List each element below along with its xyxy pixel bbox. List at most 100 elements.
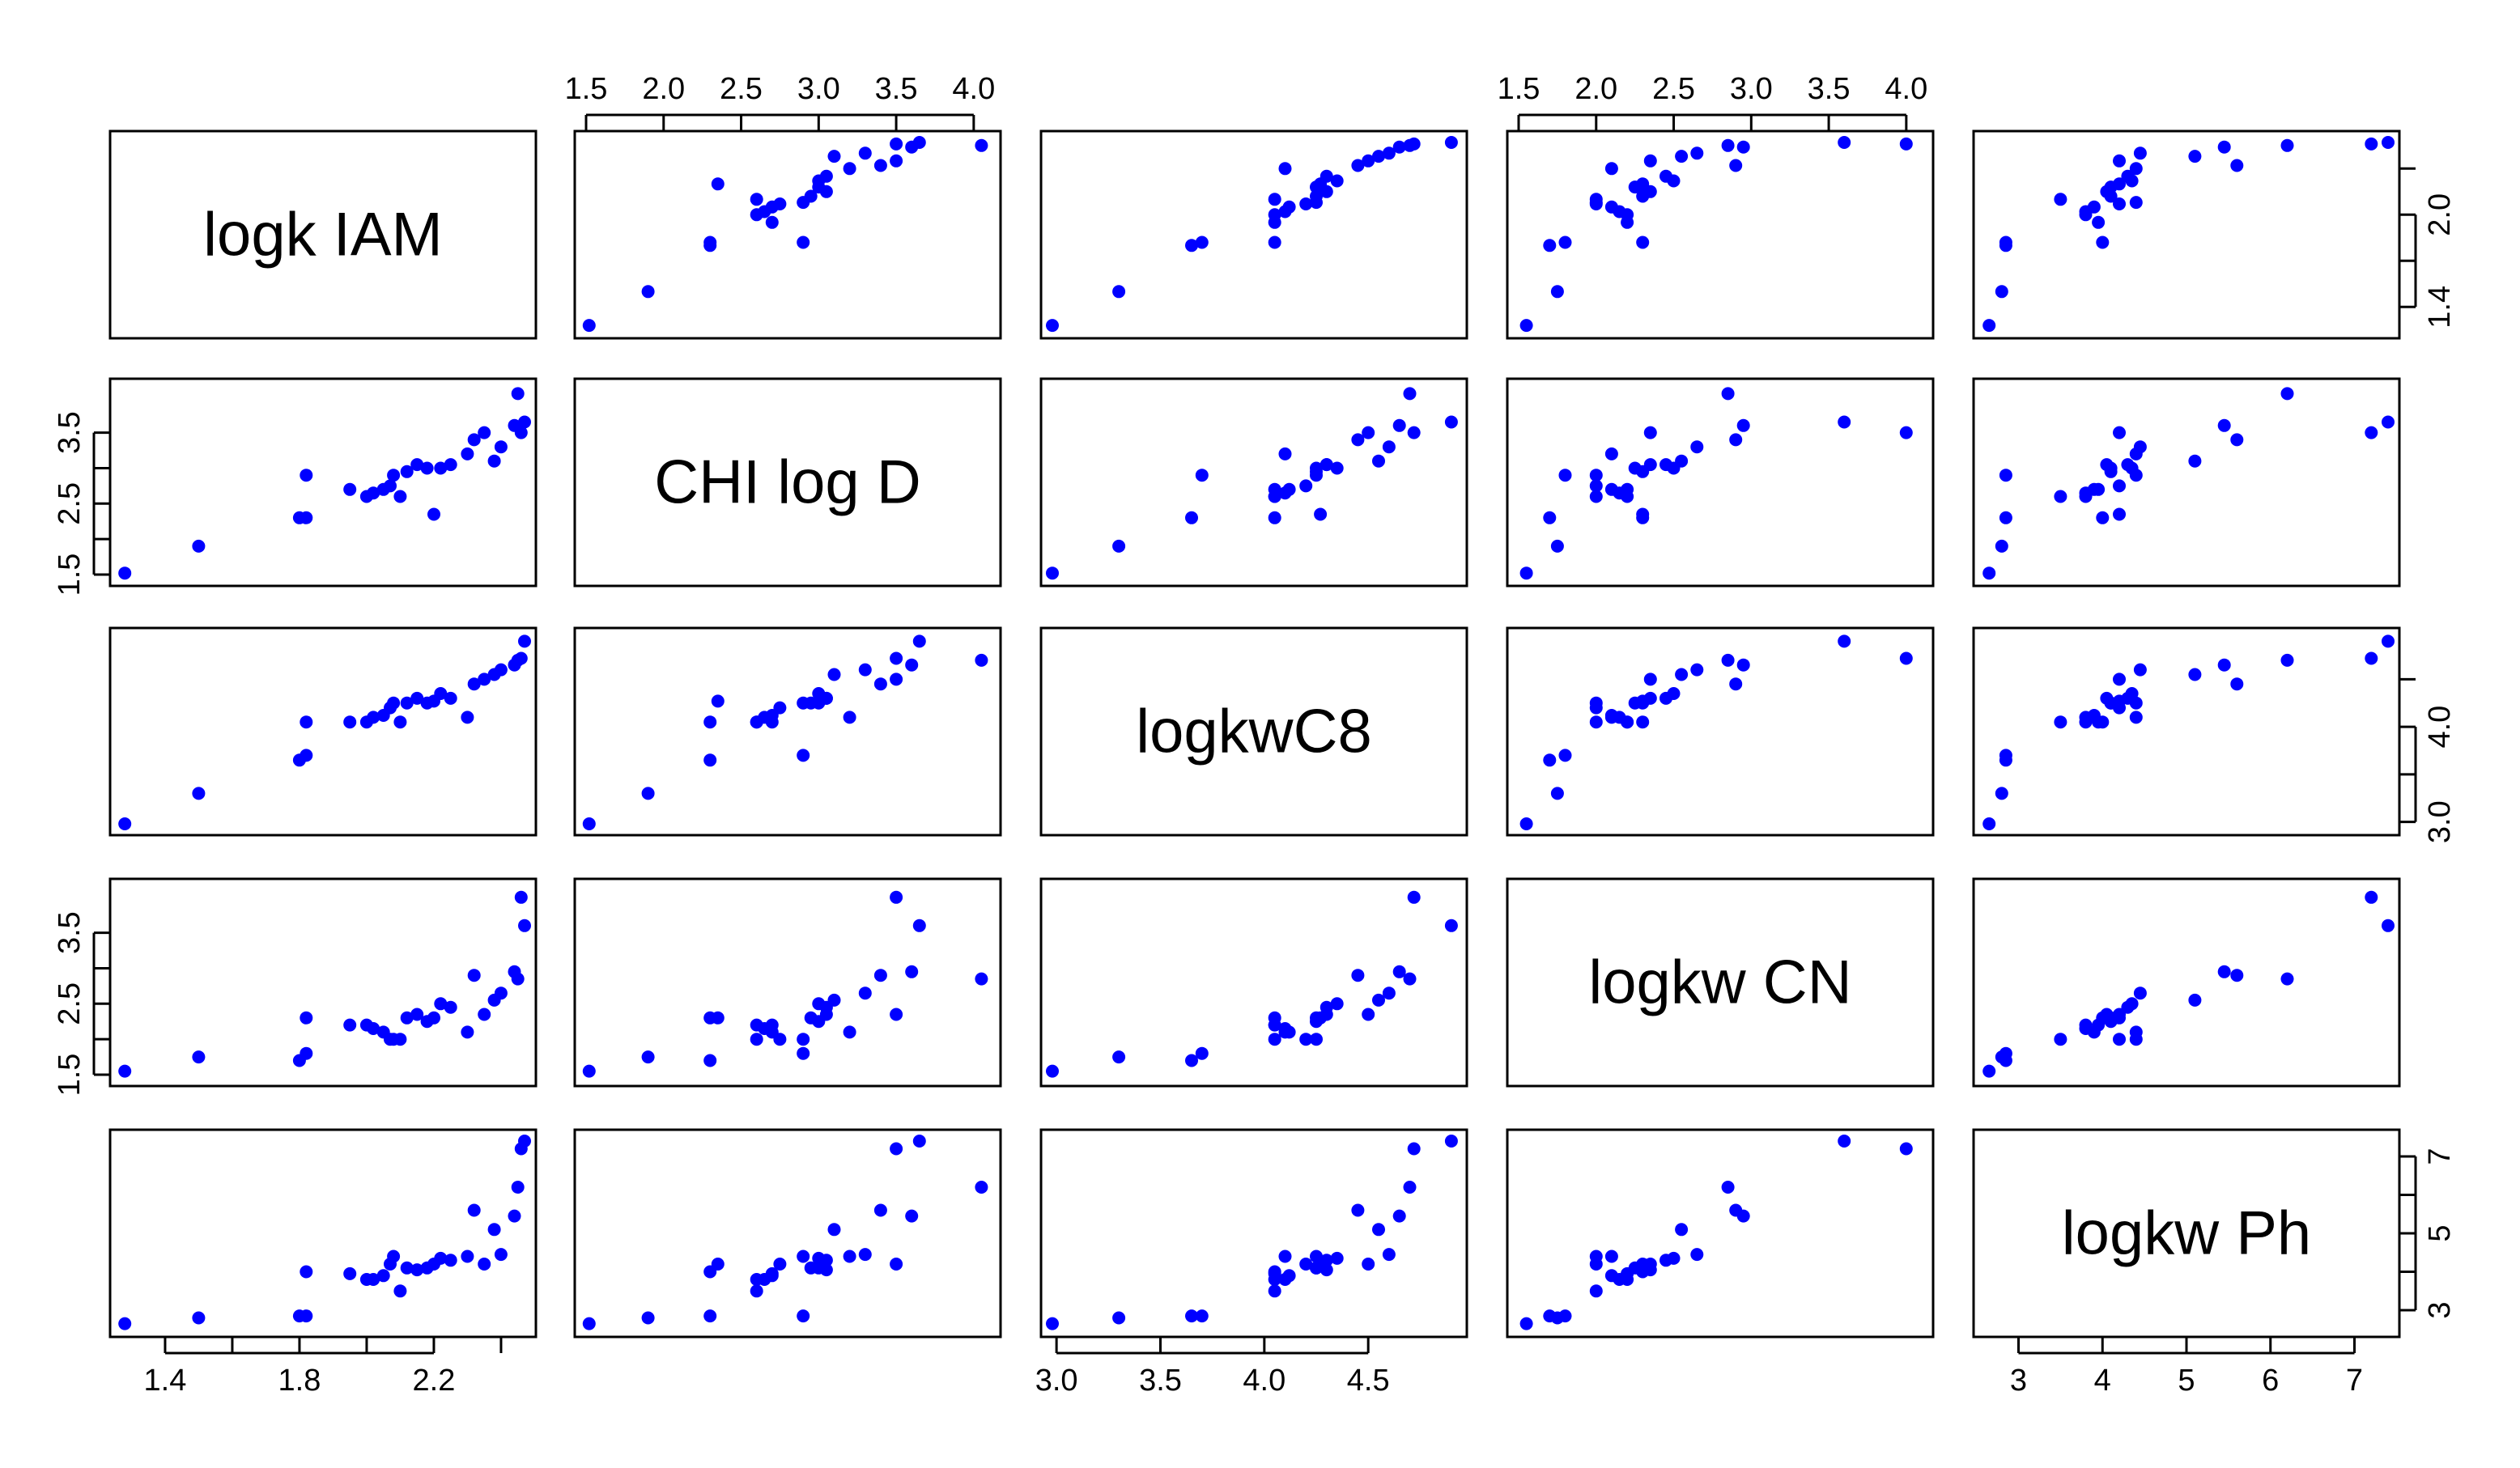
- data-point: [1444, 136, 1458, 149]
- data-point: [711, 1011, 725, 1025]
- data-point: [912, 919, 926, 932]
- data-point: [1589, 696, 1603, 710]
- y-tick-label: 2.5: [53, 482, 87, 525]
- data-point: [873, 159, 887, 172]
- data-point: [1589, 193, 1603, 206]
- data-point: [2092, 215, 2106, 229]
- data-point: [2113, 479, 2126, 493]
- data-point: [393, 1284, 407, 1298]
- data-point: [1310, 1033, 1323, 1046]
- panel-frame: [108, 626, 538, 837]
- data-point: [912, 136, 926, 149]
- data-point: [367, 1273, 380, 1286]
- data-point: [890, 651, 903, 665]
- data-point: [1403, 1181, 1417, 1194]
- data-point: [1643, 1258, 1657, 1271]
- data-point: [1999, 1046, 2012, 1060]
- data-point: [2230, 159, 2244, 172]
- panel-r1-c2: [1039, 377, 1468, 588]
- data-point: [410, 458, 424, 472]
- panel-frame: [573, 877, 1002, 1088]
- data-point: [797, 1309, 810, 1323]
- data-point: [467, 969, 481, 982]
- data-point: [434, 687, 448, 700]
- data-point: [2230, 677, 2244, 691]
- x-tick-label: 4.0: [952, 72, 995, 106]
- data-point: [1899, 1142, 1913, 1156]
- data-point: [2104, 461, 2118, 475]
- data-point: [367, 711, 380, 724]
- panel-layer: logk IAM CHI log D logkwC8 logkw CN logkw Ph: [108, 129, 2401, 1339]
- data-point: [703, 235, 717, 249]
- data-point: [1736, 658, 1750, 672]
- data-point: [750, 715, 763, 729]
- data-point: [912, 1135, 926, 1148]
- x-tick-label: 3.0: [1730, 72, 1773, 106]
- data-point: [1268, 511, 1281, 524]
- panel-frame: [573, 1128, 1002, 1339]
- panel-frame: [1972, 129, 2401, 340]
- data-point: [873, 677, 887, 691]
- data-point: [410, 691, 424, 705]
- data-point: [2365, 426, 2378, 439]
- data-point: [1550, 787, 1564, 800]
- data-point: [192, 1311, 206, 1325]
- data-point: [750, 1284, 763, 1298]
- data-point: [400, 465, 414, 478]
- data-point: [1351, 1203, 1365, 1217]
- x-tick-label: 2.0: [1574, 72, 1617, 106]
- data-point: [1729, 677, 1743, 691]
- x-tick-label: 3.5: [1808, 72, 1851, 106]
- panel-frame: [1972, 626, 2401, 837]
- data-point: [1268, 1284, 1281, 1298]
- data-point: [494, 986, 508, 1000]
- data-point: [478, 1008, 491, 1021]
- data-point: [300, 715, 313, 729]
- data-point: [400, 696, 414, 710]
- data-point: [1407, 426, 1421, 439]
- x-tick-label: 1.5: [1498, 72, 1540, 106]
- panel-frame: [108, 877, 538, 1088]
- data-point: [711, 177, 725, 191]
- data-point: [843, 1249, 856, 1263]
- data-point: [905, 965, 919, 978]
- data-point: [750, 1033, 763, 1046]
- data-point: [1382, 986, 1396, 1000]
- panel-frame: [1972, 877, 2401, 1088]
- y-tick-label: 3.0: [2423, 800, 2457, 843]
- data-point: [2217, 658, 2231, 672]
- data-point: [343, 715, 357, 729]
- data-point: [1899, 137, 1913, 151]
- data-point: [1330, 1251, 1344, 1265]
- data-point: [1659, 691, 1672, 705]
- data-point: [1444, 1135, 1458, 1148]
- data-point: [1519, 566, 1533, 580]
- data-point: [1195, 1309, 1209, 1323]
- data-point: [2087, 1025, 2101, 1039]
- data-point: [1382, 1248, 1396, 1262]
- data-point: [1382, 146, 1396, 160]
- y-tick-label: 7: [2423, 1148, 2457, 1165]
- data-point: [843, 711, 856, 724]
- data-point: [858, 1248, 872, 1262]
- data-point: [1319, 458, 1333, 472]
- data-point: [641, 1050, 655, 1064]
- panel-r2-c0: [108, 626, 538, 837]
- data-point: [1362, 154, 1375, 168]
- data-point: [1643, 426, 1657, 439]
- data-point: [1659, 1254, 1672, 1267]
- data-point: [1543, 239, 1557, 252]
- data-point: [2087, 200, 2101, 214]
- data-point: [2382, 634, 2395, 648]
- data-point: [1636, 715, 1650, 729]
- data-point: [393, 715, 407, 729]
- data-point: [511, 972, 525, 986]
- panel-r2-c4: [1972, 626, 2401, 837]
- data-point: [1659, 169, 1672, 183]
- data-point: [1268, 193, 1281, 206]
- data-point: [975, 972, 988, 986]
- data-point: [1314, 1011, 1328, 1025]
- data-point: [2188, 993, 2202, 1007]
- data-point: [797, 1249, 810, 1263]
- data-point: [1185, 511, 1198, 524]
